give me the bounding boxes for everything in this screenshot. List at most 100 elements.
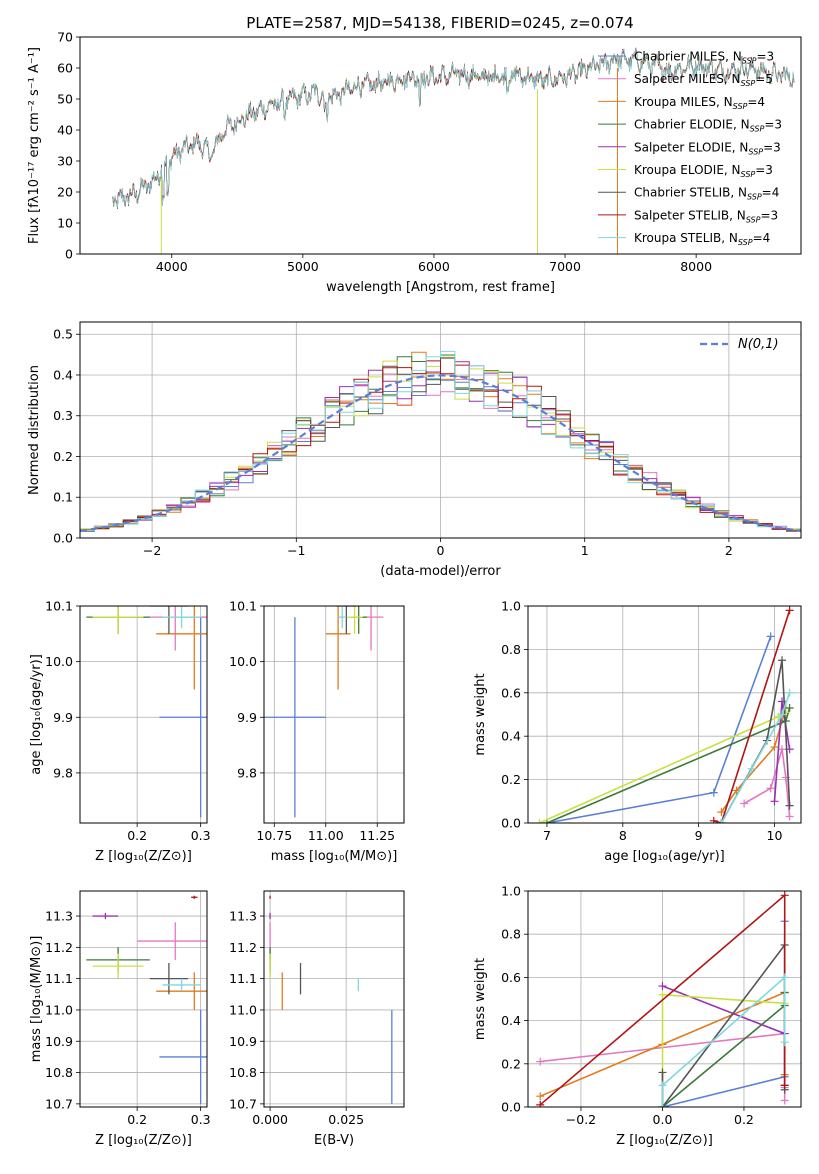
mass-weight-line [661,975,786,1107]
y-tick-label: 0.2 [501,1056,521,1071]
mass-weight-marker [747,764,756,773]
mass-weight-marker [785,688,794,697]
y-tick-label: 10.8 [229,1065,257,1080]
x-tick-label: −2 [143,543,161,558]
axes-frame [263,605,405,824]
y-tick-label: 11.1 [45,971,73,986]
residual-histogram-panel: −2 −1 0 1 2 0.0 0.1 0.2 0.3 0.4 0.5 (data-model)/er… [27,321,802,579]
x-tick-label: 8 [619,828,627,843]
legend-subscript: SSP [741,170,756,179]
frame-layer [527,605,802,824]
y-tick-label: 0.4 [501,729,521,744]
x-tick-label: −1 [287,543,305,558]
legend-entry: Chabrier MILES, NSSP=3 [634,50,774,66]
mass-weight-line [539,711,787,823]
y-tick-label: 40 [57,123,73,138]
y-tick-label: 50 [57,92,73,107]
plot-area [86,564,207,818]
y-tick-label: 11.2 [229,940,257,955]
plot-area [264,578,389,818]
y-tick-label: 10.8 [45,1065,73,1080]
y-tick-label: 60 [57,61,73,76]
y-tick-label: 0.4 [53,367,73,382]
errorbar-point [92,606,144,634]
errorbar-point [191,564,197,570]
plot-area [112,47,795,254]
y-tick-label: 0.4 [501,1013,521,1028]
legend-subscript: SSP [747,193,762,202]
errorbar-point [336,606,357,634]
y-axis-label: age [log₁₀(age/yr)] [29,654,44,775]
mass-weight-marker [658,990,667,999]
axes-frame [263,890,405,1108]
axes-frame [527,890,802,1108]
frame-layer [79,890,208,1108]
y-tick-label: 0.2 [501,772,521,787]
y-tick-label: 10 [57,216,73,231]
y-axis-label: Normed distribution [27,365,42,495]
y-tick-label: 9.8 [53,765,73,780]
legend-count: =3 [760,208,778,222]
age-vs-mass-panel: 10.75 11.00 11.25 9.8 9.9 10.0 10.1 mass [log₁₀… [229,578,405,864]
axes-frame [79,321,802,539]
x-tick-label: 0.025 [328,1112,364,1127]
y-tick-label: 0.1 [53,490,73,505]
mass-weight-line [713,610,791,823]
errorbar-point [156,606,207,690]
y-axis-label: mass [log₁₀(M/M⊙)] [29,936,44,1063]
mass-weight-marker [658,982,667,991]
y-axis-label: mass weight [473,958,488,1040]
mass-weight-marker [785,801,794,810]
legend-entry: Chabrier ELODIE, NSSP=3 [634,118,782,134]
x-tick-label: 0.3 [191,828,211,843]
spectrum-line [112,48,795,208]
x-tick-label: 0.2 [127,1112,147,1127]
legend-count: =4 [762,186,780,200]
frame-layer [79,36,802,255]
x-tick-label: 2 [725,543,733,558]
errorbar-point [338,606,347,629]
x-tick-label: 0.0 [653,1112,673,1127]
gaussian-legend: N(0,1) [700,337,779,352]
x-tick-label: 10.75 [256,828,292,843]
x-tick-label: 0.000 [252,1112,288,1127]
y-tick-label: 0 [65,247,73,262]
y-tick-label: 10.1 [229,599,257,614]
legend-count: =3 [764,118,782,132]
legend-entry: N(0,1) [738,337,779,352]
y-tick-label: 70 [57,30,73,45]
x-tick-label: 7000 [549,259,581,274]
mass-vs-extinction-panel: 0.000 0.025 10.7 10.8 10.9 11.0 11.1 11.2 11.3 E(… [229,890,405,1148]
y-tick-label: 11.3 [229,909,257,924]
axes-frame [79,890,208,1108]
legend-entry: Kroupa STELIB, NSSP=4 [634,231,770,247]
x-axis-label: Z [log₁₀(Z/Z⊙)] [95,849,192,864]
mass-weight-marker [780,1081,789,1090]
mass-weight-marker [780,1038,789,1047]
x-tick-label: 11.25 [359,828,395,843]
y-tick-label: 0.2 [53,449,73,464]
legend-entry: Chabrier STELIB, NSSP=4 [634,186,779,202]
mass-weight-line [743,748,791,817]
y-tick-label: 0.0 [501,816,521,831]
legend-count: =4 [747,95,765,109]
y-tick-label: 11.1 [229,971,257,986]
mass-weight-line [661,993,785,1107]
mass-weight-marker [536,1057,545,1066]
y-tick-label: 1.0 [501,599,521,614]
errorbar-point [385,578,389,600]
x-tick-label: 8000 [680,259,712,274]
x-tick-label: 0.2 [734,1112,754,1127]
x-tick-label: 9 [695,828,703,843]
spectrum-title: PLATE=2587, MJD=54138, FIBERID=0245, z=0… [246,14,633,32]
mass-weight-marker [785,703,794,712]
mass-weight-marker [658,1068,667,1077]
plot-area [536,891,789,1107]
y-tick-label: 10.7 [45,1096,73,1111]
legend-entry: Kroupa MILES, NSSP=4 [634,95,765,111]
errorbar-point [93,578,118,600]
errorbar-point [346,606,363,634]
weight-vs-age-panel: 7 8 9 10 0.0 0.2 0.4 0.6 0.8 1.0 age [log₁₀(age/yr… [473,599,802,864]
frame-layer [79,605,208,824]
y-tick-label: 0.3 [53,408,73,423]
